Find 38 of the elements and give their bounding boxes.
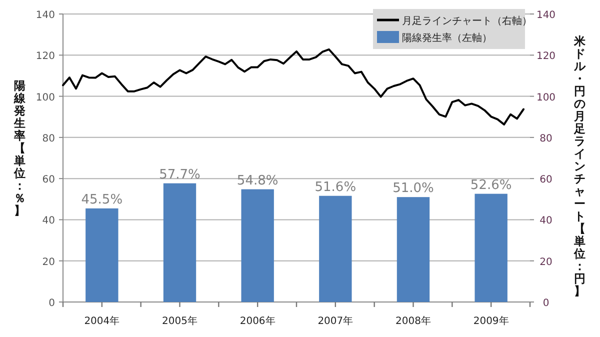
x-tick-label: 2008年 [396, 315, 431, 327]
legend-label: 月足ラインチャート（右軸） [402, 15, 532, 27]
y2-tick-label: 60 [540, 174, 552, 186]
y2-tick-label: 20 [540, 256, 552, 268]
line-series [62, 48, 525, 126]
x-tick-label: 2009年 [473, 315, 509, 327]
y2-axis-title: 米ドル・円の月足ラインチャート【単位：円】 [574, 34, 586, 298]
bar [396, 197, 430, 302]
y2-tick-label: 80 [540, 133, 552, 144]
bar [474, 194, 508, 302]
y-tick-label: 120 [36, 51, 55, 62]
y2-tick-label: 140 [536, 10, 556, 21]
y-tick-label: 0 [48, 298, 55, 309]
legend-label: 陽線発生率（左軸） [402, 32, 492, 44]
y-tick-label: 60 [42, 174, 55, 186]
x-tick-label: 2005年 [162, 315, 198, 327]
data-label: 45.5% [81, 192, 123, 208]
y2-tick-label: 120 [536, 51, 556, 62]
y-tick-label: 100 [36, 92, 55, 104]
y2-tick-label: 40 [540, 216, 552, 227]
bar [86, 208, 118, 302]
data-label: 51.6% [314, 180, 356, 195]
x-tick-label: 2004年 [84, 315, 120, 327]
y-tick-label: 40 [42, 216, 55, 227]
y2-tick-label: 0 [542, 298, 550, 309]
bar [319, 196, 352, 302]
y2-tick-label: 100 [536, 92, 556, 104]
bar [163, 183, 196, 302]
y-tick-label: 140 [36, 10, 55, 21]
bar [241, 189, 274, 302]
y-tick-label: 80 [42, 133, 55, 144]
data-label: 57.7% [159, 167, 200, 182]
data-label: 52.6% [470, 178, 512, 193]
y-axis-title: 陽線発生率【単位：％】 [14, 78, 26, 218]
x-tick-label: 2006年 [240, 315, 276, 327]
data-label: 51.0% [392, 181, 434, 196]
x-tick-label: 2007年 [318, 315, 354, 327]
y-tick-label: 20 [42, 256, 55, 268]
